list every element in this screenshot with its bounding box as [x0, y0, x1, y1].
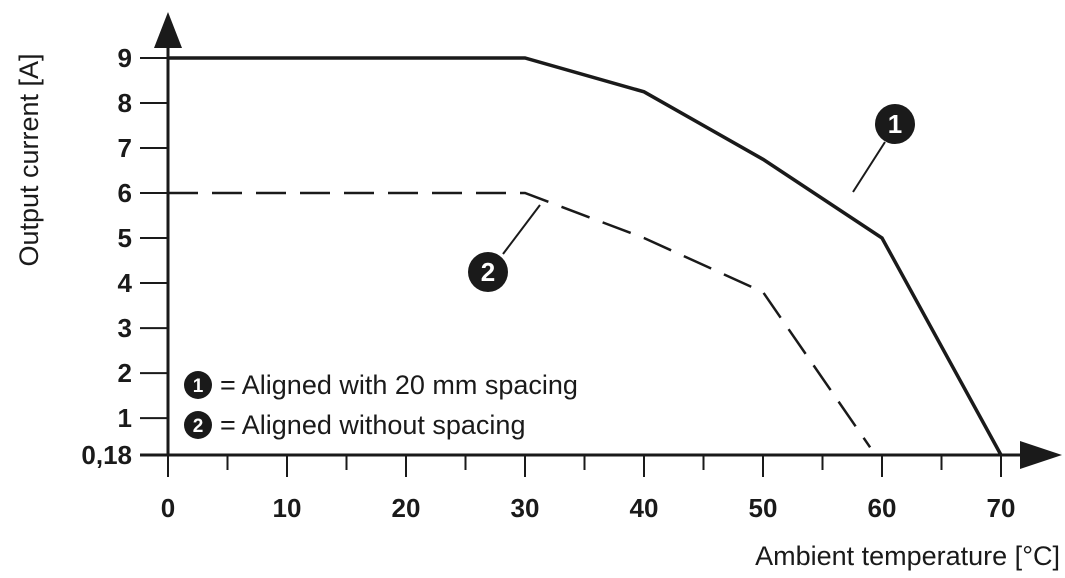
- legend: 1 = Aligned with 20 mm spacing 2 = Align…: [184, 370, 578, 440]
- x-tick-label-50: 50: [749, 493, 778, 523]
- y-tick-label-6: 6: [118, 178, 132, 208]
- legend-badge-2-number: 2: [193, 416, 204, 437]
- y-ticks: 0,18 1 2 3 4 5 6 7 8 9: [81, 43, 168, 470]
- y-tick-label-2: 2: [118, 358, 132, 388]
- series-1-line: [168, 56, 1003, 456]
- callout-2-badge: [468, 252, 508, 292]
- y-tick-label-7: 7: [118, 133, 132, 163]
- legend-text-2: = Aligned without spacing: [220, 410, 525, 440]
- y-axis-arrow: [154, 12, 182, 48]
- callout-1-number: 1: [888, 109, 902, 139]
- y-tick-label-8: 8: [118, 88, 132, 118]
- x-axis-arrow: [1020, 441, 1062, 469]
- y-axis-title: Output current [A]: [14, 53, 44, 266]
- callout-2-leader: [502, 204, 541, 255]
- legend-item-1: 1 = Aligned with 20 mm spacing: [184, 370, 578, 400]
- series-layer: [168, 56, 1003, 456]
- x-tick-label-10: 10: [273, 493, 302, 523]
- series-2-line: [168, 191, 872, 449]
- x-tick-label-40: 40: [630, 493, 659, 523]
- legend-badge-1: [184, 371, 212, 399]
- x-tick-label-30: 30: [511, 493, 540, 523]
- y-tick-label-3: 3: [118, 313, 132, 343]
- x-tick-label-60: 60: [868, 493, 897, 523]
- x-tick-label-0: 0: [161, 493, 175, 523]
- y-tick-label-9: 9: [118, 43, 132, 73]
- x-ticks: 0 10 20 30 40 50 60 70: [161, 455, 1016, 523]
- y-tick-label-5: 5: [118, 223, 132, 253]
- x-tick-label-20: 20: [392, 493, 421, 523]
- y-tick-label-1: 1: [118, 403, 132, 433]
- callout-1-badge: [875, 104, 915, 144]
- callout-2: 2: [468, 204, 541, 292]
- y-tick-label-4: 4: [118, 268, 133, 298]
- legend-badge-2: [184, 411, 212, 439]
- x-tick-label-70: 70: [987, 493, 1016, 523]
- callout-1: 1: [852, 104, 915, 193]
- legend-item-2: 2 = Aligned without spacing: [184, 410, 525, 440]
- x-axis-title: Ambient temperature [°C]: [755, 541, 1060, 571]
- legend-text-1: = Aligned with 20 mm spacing: [220, 370, 578, 400]
- callout-2-number: 2: [481, 257, 495, 287]
- y-tick-label-0: 0,18: [81, 440, 132, 470]
- callout-1-leader: [852, 141, 886, 193]
- legend-badge-1-number: 1: [193, 376, 204, 397]
